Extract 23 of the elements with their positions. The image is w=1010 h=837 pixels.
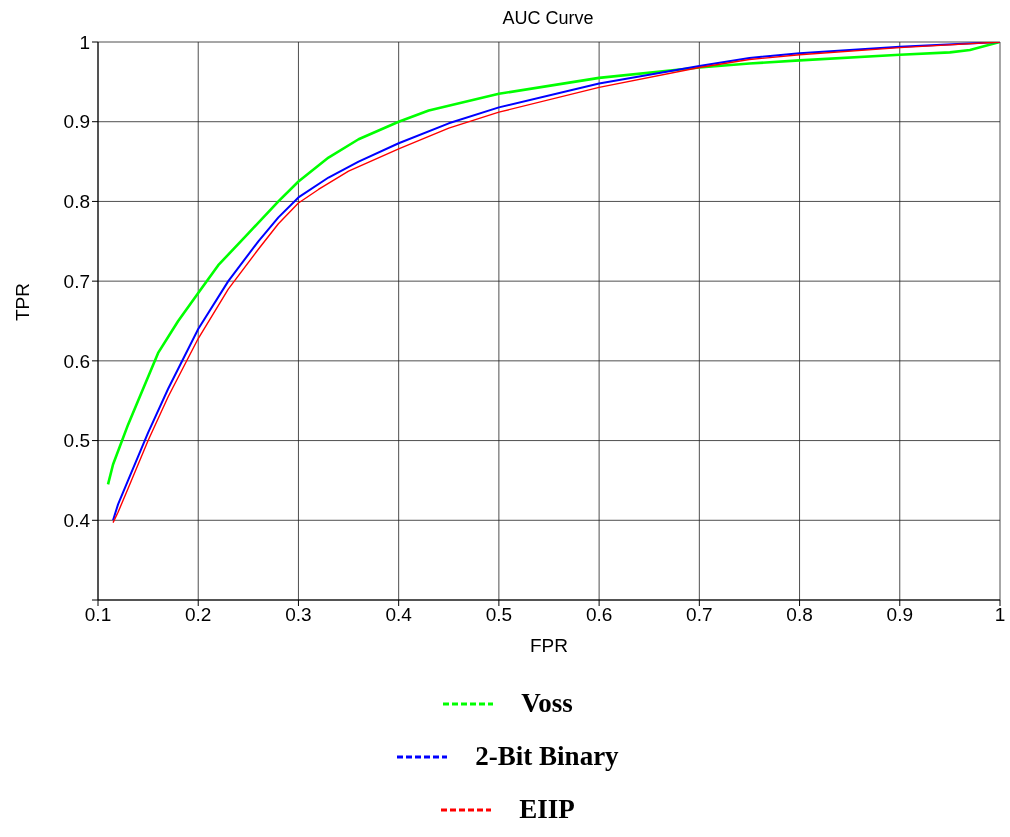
x-axis-title: FPR <box>530 635 568 656</box>
x-tick-label: 0.8 <box>786 604 813 626</box>
x-tick-label: 0.1 <box>84 604 112 626</box>
x-tick-label: 0.7 <box>686 604 713 626</box>
y-tick-label: 0.4 <box>63 510 91 532</box>
chart-title: AUC Curve <box>501 8 595 30</box>
y-tick-label: 1 <box>79 31 90 53</box>
y-tick-label: 0.8 <box>63 191 90 213</box>
y-axis-title: TPR <box>11 283 33 321</box>
x-tick-label: 1 <box>994 604 1006 626</box>
x-tick-label: 0.3 <box>285 604 312 626</box>
y-tick-label: 0.5 <box>63 430 90 452</box>
x-tick-label: 0.4 <box>385 604 413 626</box>
legend-label: EIIP <box>519 794 575 825</box>
x-tick-label: 0.5 <box>485 604 513 626</box>
y-tick-label: 0.6 <box>63 350 90 372</box>
x-tick-label: 0.6 <box>585 604 613 626</box>
legend-label: 2-Bit Binary <box>475 741 619 772</box>
x-tick-label: 0.2 <box>185 604 212 626</box>
x-tick-label: 0.9 <box>886 604 913 626</box>
y-tick-label: 0.7 <box>63 270 90 292</box>
legend-label: Voss <box>521 688 573 719</box>
y-tick-label: 0.9 <box>63 111 90 133</box>
